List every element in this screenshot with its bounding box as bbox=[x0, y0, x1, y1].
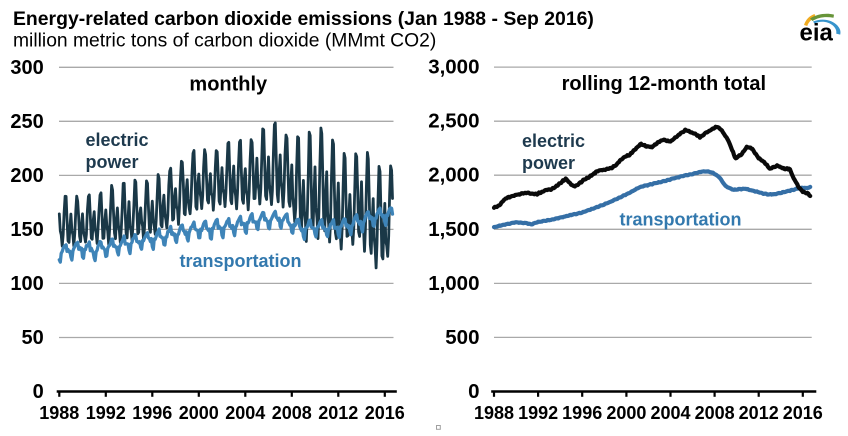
svg-text:150: 150 bbox=[10, 219, 43, 241]
svg-text:0: 0 bbox=[33, 381, 44, 403]
svg-text:2012: 2012 bbox=[318, 403, 358, 423]
svg-text:0: 0 bbox=[468, 380, 479, 403]
svg-text:300: 300 bbox=[10, 57, 43, 79]
svg-text:250: 250 bbox=[10, 111, 43, 133]
svg-text:electric: electric bbox=[86, 130, 149, 150]
svg-text:transportation: transportation bbox=[620, 210, 742, 230]
svg-text:power: power bbox=[86, 152, 139, 172]
svg-text:Energy-related carbon dioxide: Energy-related carbon dioxide emissions … bbox=[13, 8, 594, 30]
svg-text:2004: 2004 bbox=[225, 403, 265, 423]
svg-text:1,500: 1,500 bbox=[428, 218, 479, 241]
svg-text:eia: eia bbox=[800, 20, 834, 47]
svg-text:electric: electric bbox=[522, 131, 585, 151]
svg-text:million metric tons of carbon: million metric tons of carbon dioxide (M… bbox=[13, 31, 436, 52]
svg-text:1988: 1988 bbox=[39, 403, 79, 423]
svg-text:1988: 1988 bbox=[474, 403, 514, 423]
svg-text:2000: 2000 bbox=[179, 403, 219, 423]
svg-text:2008: 2008 bbox=[695, 403, 735, 423]
svg-text:monthly: monthly bbox=[189, 74, 268, 96]
svg-text:100: 100 bbox=[10, 273, 43, 295]
svg-text:2016: 2016 bbox=[783, 403, 823, 423]
svg-text:2008: 2008 bbox=[272, 403, 312, 423]
svg-text:200: 200 bbox=[10, 165, 43, 187]
svg-text:1992: 1992 bbox=[86, 403, 126, 423]
svg-text:3,000: 3,000 bbox=[428, 56, 479, 79]
svg-text:1996: 1996 bbox=[562, 403, 602, 423]
svg-text:2000: 2000 bbox=[606, 403, 646, 423]
svg-text:500: 500 bbox=[445, 326, 479, 349]
svg-text:power: power bbox=[522, 153, 575, 173]
svg-text:2,500: 2,500 bbox=[428, 110, 479, 133]
svg-text:rolling 12-month total: rolling 12-month total bbox=[562, 73, 766, 95]
svg-text:2004: 2004 bbox=[650, 403, 690, 423]
svg-text:2012: 2012 bbox=[739, 403, 779, 423]
svg-text:2,000: 2,000 bbox=[428, 164, 479, 187]
svg-text:2016: 2016 bbox=[365, 403, 405, 423]
svg-text:1,000: 1,000 bbox=[428, 272, 479, 295]
svg-text:1992: 1992 bbox=[518, 403, 558, 423]
svg-text:50: 50 bbox=[22, 327, 44, 349]
svg-text:transportation: transportation bbox=[180, 251, 302, 271]
svg-text:1996: 1996 bbox=[132, 403, 172, 423]
